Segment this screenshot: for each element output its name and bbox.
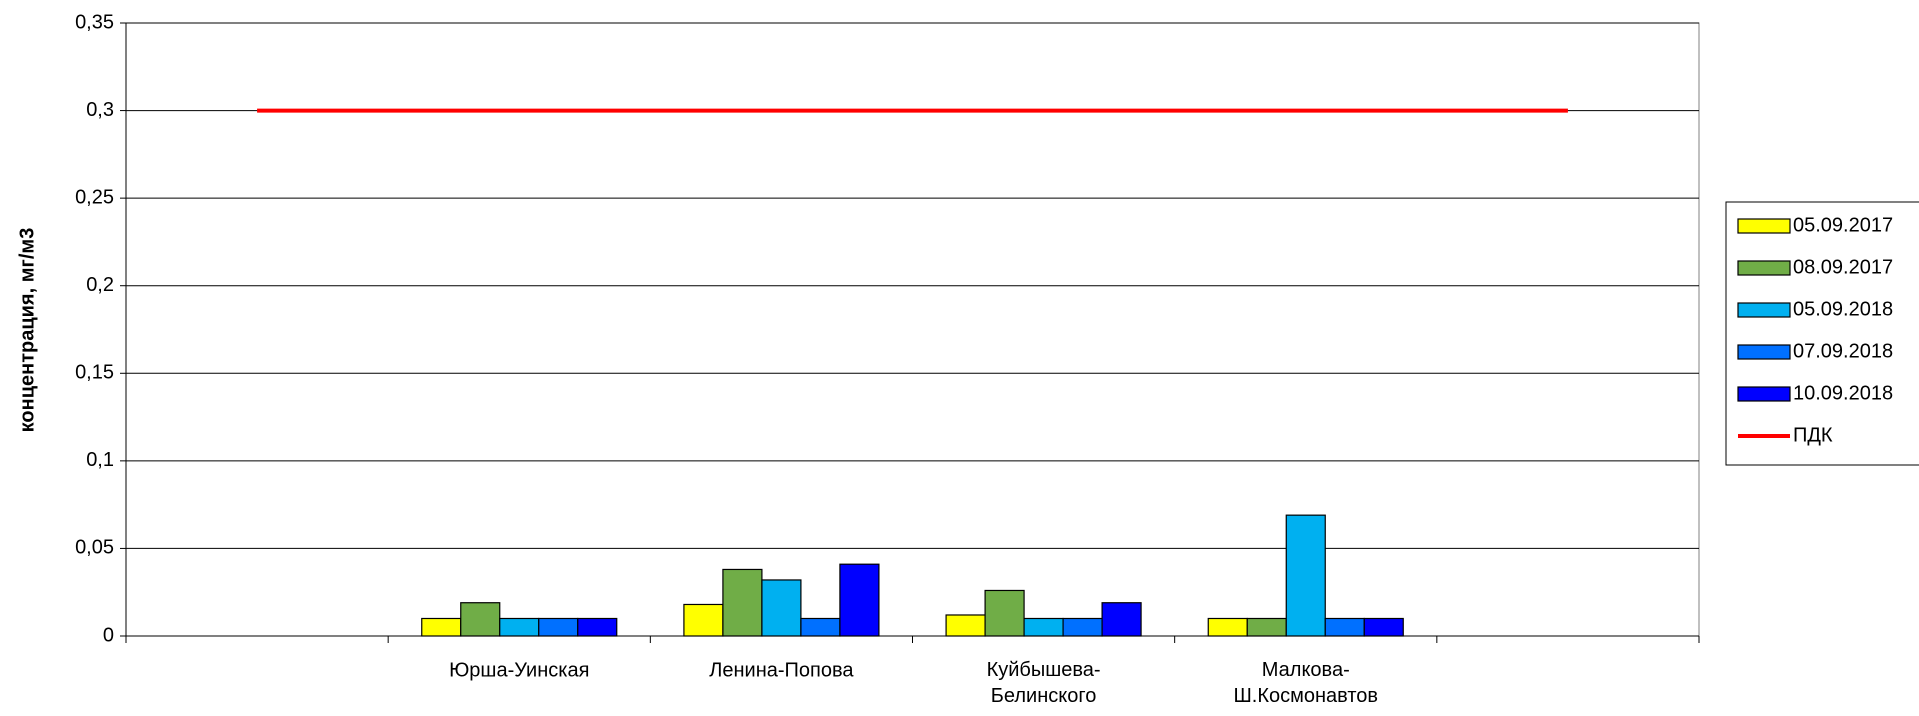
bar bbox=[1101, 602, 1142, 637]
bar bbox=[1207, 617, 1248, 637]
legend-swatch bbox=[1737, 344, 1791, 360]
x-tick-label: Куйбышева-Белинского bbox=[987, 659, 1101, 707]
bar bbox=[683, 603, 724, 637]
bar bbox=[577, 617, 618, 637]
bar bbox=[722, 568, 763, 637]
legend-swatch bbox=[1737, 260, 1791, 276]
legend-label: 10.09.2018 bbox=[1793, 382, 1893, 404]
x-tick-label: Ленина-Попова bbox=[709, 659, 854, 681]
y-tick-label: 0 bbox=[103, 624, 114, 646]
y-axis-label: концентрация, мг/м3 bbox=[16, 228, 38, 433]
legend-label: ПДК bbox=[1793, 424, 1833, 446]
bar bbox=[1062, 617, 1103, 637]
bar bbox=[839, 563, 880, 637]
y-tick-label: 0,1 bbox=[86, 449, 114, 471]
plot-area bbox=[125, 22, 1700, 637]
legend-label: 05.09.2018 bbox=[1793, 298, 1893, 320]
y-tick-label: 0,05 bbox=[75, 537, 114, 559]
bar bbox=[421, 617, 462, 637]
legend-label: 08.09.2017 bbox=[1793, 256, 1893, 278]
bar bbox=[945, 614, 986, 637]
bar bbox=[460, 602, 501, 637]
legend-label: 07.09.2018 bbox=[1793, 340, 1893, 362]
x-tick-label: Юрша-Уинская bbox=[449, 659, 589, 681]
bar bbox=[1285, 514, 1326, 637]
legend-swatch bbox=[1737, 218, 1791, 234]
bar bbox=[1023, 617, 1064, 637]
y-tick-label: 0,2 bbox=[86, 274, 114, 296]
bar bbox=[1363, 617, 1404, 637]
legend-box bbox=[1725, 201, 1919, 466]
bar bbox=[1324, 617, 1365, 637]
bar bbox=[1246, 617, 1287, 637]
y-tick-label: 0,15 bbox=[75, 362, 114, 384]
legend-swatch bbox=[1737, 386, 1791, 402]
y-tick-label: 0,3 bbox=[86, 99, 114, 121]
legend-label: 05.09.2017 bbox=[1793, 214, 1893, 236]
bar bbox=[761, 579, 802, 637]
bar bbox=[800, 617, 841, 637]
bar bbox=[499, 617, 540, 637]
bar bbox=[984, 589, 1025, 637]
y-tick-label: 0,35 bbox=[75, 11, 114, 33]
y-tick-label: 0,25 bbox=[75, 186, 114, 208]
bar bbox=[538, 617, 579, 637]
legend-swatch bbox=[1737, 302, 1791, 318]
x-tick-label: Малкова-Ш.Космонавтов bbox=[1233, 659, 1378, 707]
